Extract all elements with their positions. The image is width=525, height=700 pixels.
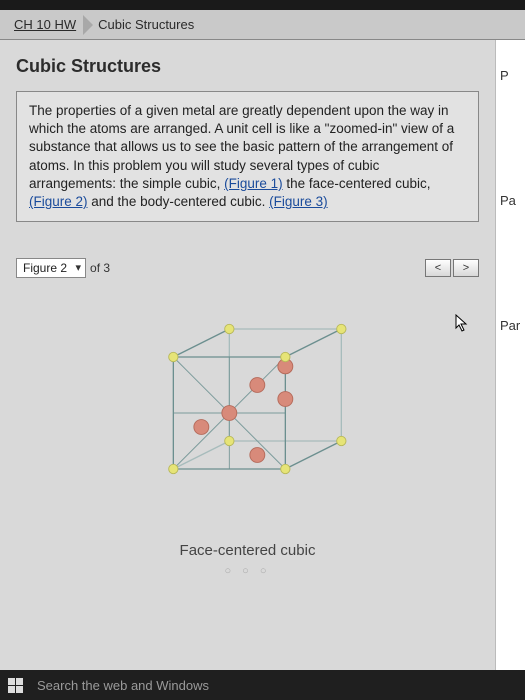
right-panel-stub: P Pa Par [495, 40, 525, 670]
side-label-3: Par [496, 318, 525, 333]
figure-select-value: Figure 2 [23, 261, 67, 275]
windows-start-icon[interactable] [8, 678, 23, 693]
breadcrumb-current: Cubic Structures [92, 11, 210, 39]
side-label-1: P [496, 68, 525, 83]
figure-of-label: of 3 [90, 261, 110, 275]
breadcrumb: CH 10 HW Cubic Structures [0, 10, 525, 40]
figure-3-link[interactable]: (Figure 3) [269, 194, 328, 209]
figure-prev-button[interactable]: < [425, 259, 451, 277]
figure-select[interactable]: Figure 2 [16, 258, 86, 278]
figure-2-link[interactable]: (Figure 2) [29, 194, 88, 209]
cubic-structure-diagram [108, 288, 388, 538]
intro-box: The properties of a given metal are grea… [16, 91, 479, 222]
breadcrumb-hw-link[interactable]: CH 10 HW [8, 11, 92, 39]
intro-text-3: and the body-centered cubic. [91, 194, 269, 209]
figure-1-link[interactable]: (Figure 1) [224, 176, 283, 191]
intro-text-2: the face-centered cubic, [286, 176, 430, 191]
taskbar: Search the web and Windows [0, 670, 525, 700]
side-label-2: Pa [496, 193, 525, 208]
taskbar-search[interactable]: Search the web and Windows [37, 678, 209, 693]
section-title: Cubic Structures [16, 56, 479, 77]
figure-toolbar: Figure 2 of 3 < > [16, 258, 479, 278]
figure-caption: Face-centered cubic [180, 542, 316, 559]
carousel-dots: ○ ○ ○ [224, 565, 270, 577]
figure-area: Face-centered cubic ○ ○ ○ [16, 288, 479, 598]
figure-next-button[interactable]: > [453, 259, 479, 277]
main-content: Cubic Structures The properties of a giv… [0, 40, 495, 670]
